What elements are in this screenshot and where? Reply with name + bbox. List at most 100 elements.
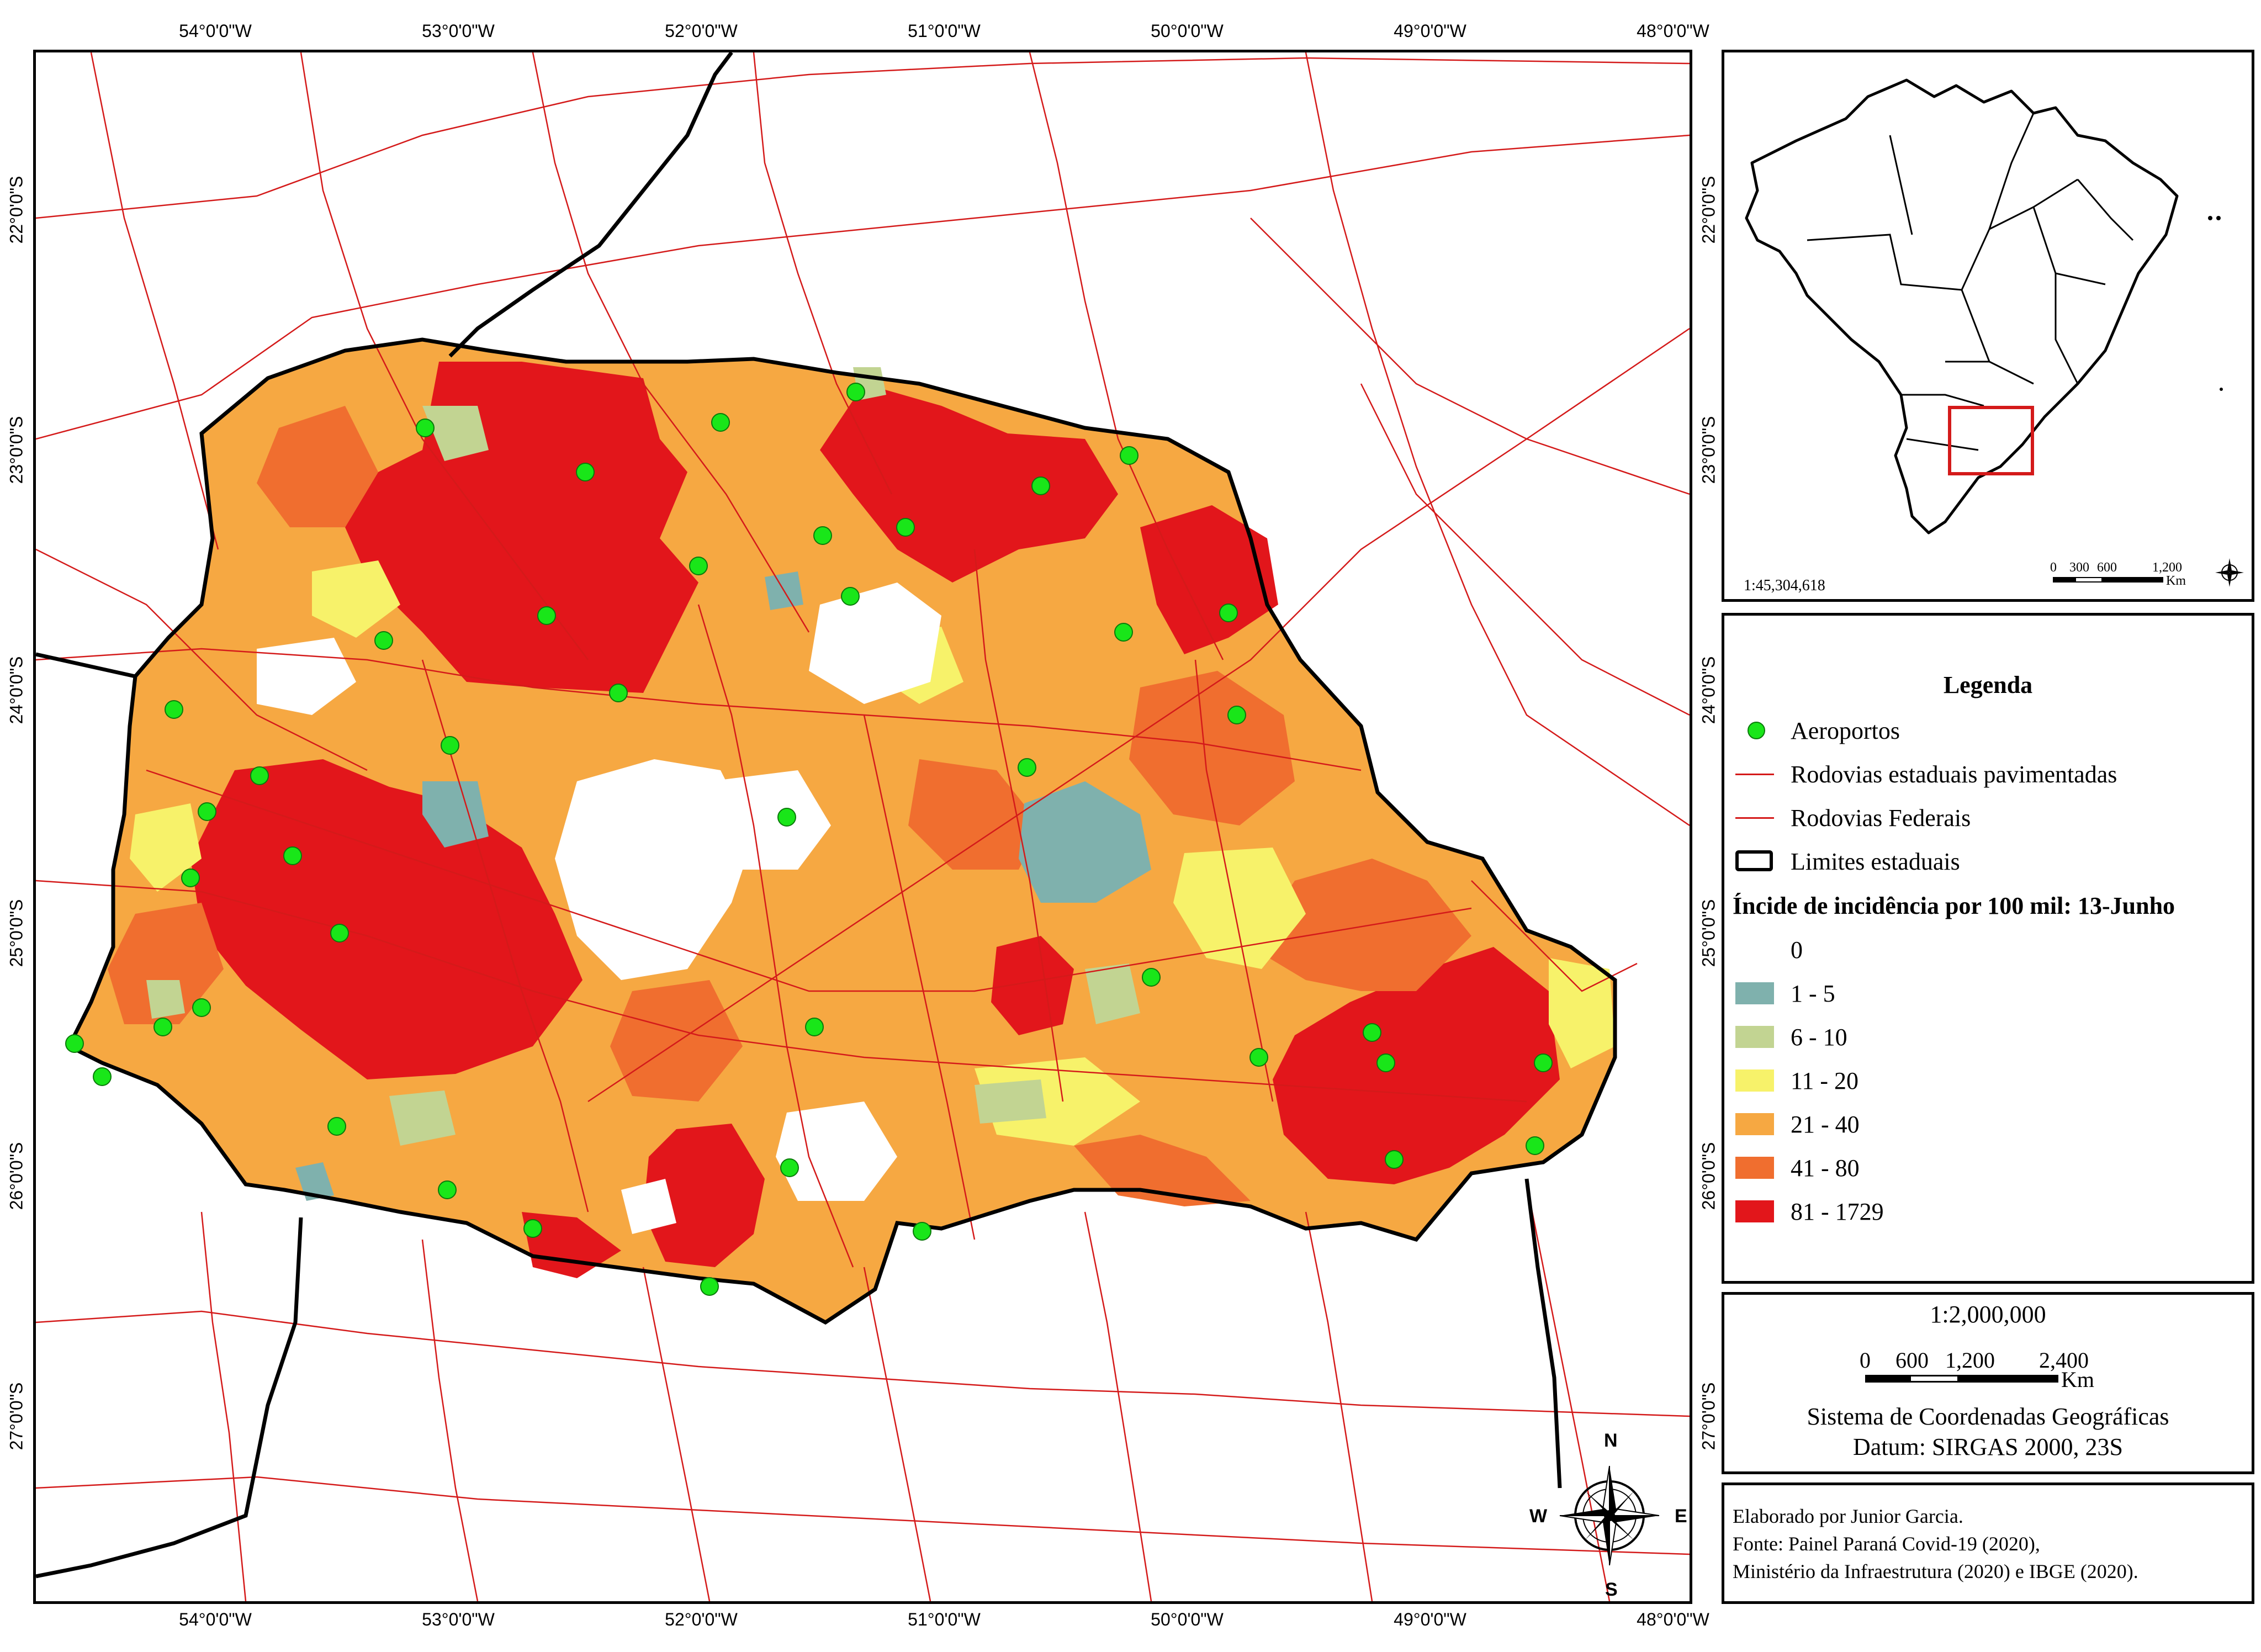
airport-marker xyxy=(1018,758,1036,777)
airport-marker xyxy=(65,1034,84,1053)
legend-class-label: 21 - 40 xyxy=(1791,1110,1860,1138)
north-river-boundary xyxy=(448,52,733,358)
main-map-frame: N S W E xyxy=(33,50,1692,1604)
region-41-80-c xyxy=(1129,671,1295,825)
legend-class: 21 - 40 xyxy=(1735,1108,1860,1141)
airport-marker xyxy=(416,419,435,437)
region-0-southcenter xyxy=(776,1102,897,1201)
inset-scale-tick: 600 xyxy=(2097,560,2117,575)
grid-label-left: 26°0'0"S xyxy=(6,1142,27,1210)
airport-marker xyxy=(330,924,349,943)
inset-scale-unit: Km xyxy=(2166,574,2186,588)
region-41-80-d xyxy=(108,903,224,1024)
grid-label-left: 24°0'0"S xyxy=(6,656,27,724)
legend-item-federal-roads: Rodovias Federais xyxy=(1735,801,1971,834)
airport-marker xyxy=(250,766,269,785)
airport-marker xyxy=(1534,1053,1553,1072)
region-1-5-sw xyxy=(295,1162,334,1201)
grid-label-bottom: 53°0'0"W xyxy=(422,1609,495,1629)
inset-scale-bar: 0 300 600 1,200 Km xyxy=(2050,560,2216,594)
main-map-svg xyxy=(36,52,1690,1601)
region-81-1729-northeast xyxy=(1140,505,1278,654)
region-81-1729-center xyxy=(991,936,1074,1035)
airport-marker xyxy=(1120,446,1139,465)
airport-marker xyxy=(1249,1048,1268,1067)
region-6-10-a xyxy=(422,406,489,461)
region-1-5-west xyxy=(422,781,489,848)
grid-label-right: 26°0'0"S xyxy=(1698,1142,1719,1210)
legend-title: Legenda xyxy=(1943,671,2033,698)
grid-label-right: 23°0'0"S xyxy=(1698,416,1719,484)
grid-label-top: 48°0'0"W xyxy=(1637,21,1709,41)
grid-label-top: 50°0'0"W xyxy=(1151,21,1224,41)
airport-marker xyxy=(711,413,730,432)
legend-class: 1 - 5 xyxy=(1735,977,1835,1010)
airport-marker xyxy=(1142,968,1161,987)
scale-tick: 0 xyxy=(1860,1348,1871,1373)
region-81-1729-southwest xyxy=(522,1212,621,1278)
grid-label-top: 51°0'0"W xyxy=(908,21,981,41)
credits-source-2: Ministério da Infraestrutura (2020) e IB… xyxy=(1733,1560,2138,1582)
scale-tick: 600 xyxy=(1895,1348,1929,1373)
airport-marker xyxy=(913,1222,931,1241)
grid-label-bottom: 48°0'0"W xyxy=(1637,1609,1709,1629)
inset-scale-tick: 0 xyxy=(2050,560,2057,575)
airport-marker xyxy=(609,684,628,702)
region-41-80-f xyxy=(257,406,378,527)
north-arrow: N S W E xyxy=(1529,1430,1687,1600)
region-0-south-small xyxy=(621,1179,676,1234)
grid-label-top: 53°0'0"W xyxy=(422,21,495,41)
ms-sp-boundary xyxy=(36,652,136,679)
scale-tick: 2,400 xyxy=(2039,1348,2089,1373)
legend-class: 81 - 1729 xyxy=(1735,1195,1884,1228)
legend-class-label: 81 - 1729 xyxy=(1791,1198,1884,1225)
region-6-10-d xyxy=(389,1090,456,1146)
study-area-highlight xyxy=(1948,406,2034,475)
airport-marker xyxy=(813,526,832,545)
airport-marker xyxy=(1219,603,1238,622)
legend-item-label: Rodovias Federais xyxy=(1791,804,1971,832)
credits-author: Elaborado por Junior Garcia. xyxy=(1733,1505,1963,1527)
airport-marker xyxy=(153,1018,172,1036)
grid-label-top: 52°0'0"W xyxy=(665,21,738,41)
credits-source: Fonte: Painel Paraná Covid-19 (2020), xyxy=(1733,1533,2040,1555)
legend-class: 6 - 10 xyxy=(1735,1020,1847,1053)
grid-label-bottom: 54°0'0"W xyxy=(179,1609,252,1629)
legend-class-label: 41 - 80 xyxy=(1791,1154,1860,1182)
region-11-20-d xyxy=(975,1057,1140,1146)
grid-label-bottom: 52°0'0"W xyxy=(665,1609,738,1629)
airport-marker xyxy=(1227,706,1246,724)
legend-class-label: 6 - 10 xyxy=(1791,1023,1847,1051)
region-81-1729-northwest xyxy=(345,362,698,693)
region-6-10-e xyxy=(146,980,185,1019)
compass-s: S xyxy=(1605,1579,1618,1600)
grid-label-bottom: 49°0'0"W xyxy=(1394,1609,1466,1629)
region-0-center xyxy=(555,759,754,980)
road-symbol-icon xyxy=(1735,817,1774,819)
legend-panel: Legenda Aeroportos Rodovias estaduais pa… xyxy=(1722,613,2254,1284)
inset-scale-tick: 1,200 xyxy=(2152,560,2182,575)
airport-marker xyxy=(283,846,302,865)
grid-label-right: 24°0'0"S xyxy=(1698,656,1719,724)
grid-label-top: 49°0'0"W xyxy=(1394,21,1466,41)
grid-label-bottom: 50°0'0"W xyxy=(1151,1609,1224,1629)
airport-marker xyxy=(374,631,393,650)
parana-municipalities xyxy=(68,338,1616,1323)
inset-north-arrow-icon xyxy=(2215,558,2244,587)
airport-marker xyxy=(327,1117,346,1136)
legend-class: 0 xyxy=(1735,933,1803,966)
crs-system: Sistema de Coordenadas Geográficas xyxy=(1807,1403,2169,1430)
inset-scale-ratio: 1:45,304,618 xyxy=(1744,577,1825,594)
legend-class-label: 1 - 5 xyxy=(1791,979,1835,1007)
airport-marker xyxy=(846,383,865,401)
legend-class-label: 11 - 20 xyxy=(1791,1067,1859,1094)
legend-class-title: Íncide de incidência por 100 mil: 13-Jun… xyxy=(1733,892,2175,919)
sc-east-boundary xyxy=(1524,1178,1562,1489)
airport-marker xyxy=(777,808,796,827)
airport-marker xyxy=(1114,623,1133,642)
region-81-1729-west xyxy=(190,759,583,1079)
boundary-symbol-icon xyxy=(1735,850,1773,871)
region-81-1729-south xyxy=(643,1124,765,1267)
inset-map-panel: 1:45,304,618 0 300 600 1,200 Km xyxy=(1722,50,2254,602)
airport-marker xyxy=(181,869,200,887)
